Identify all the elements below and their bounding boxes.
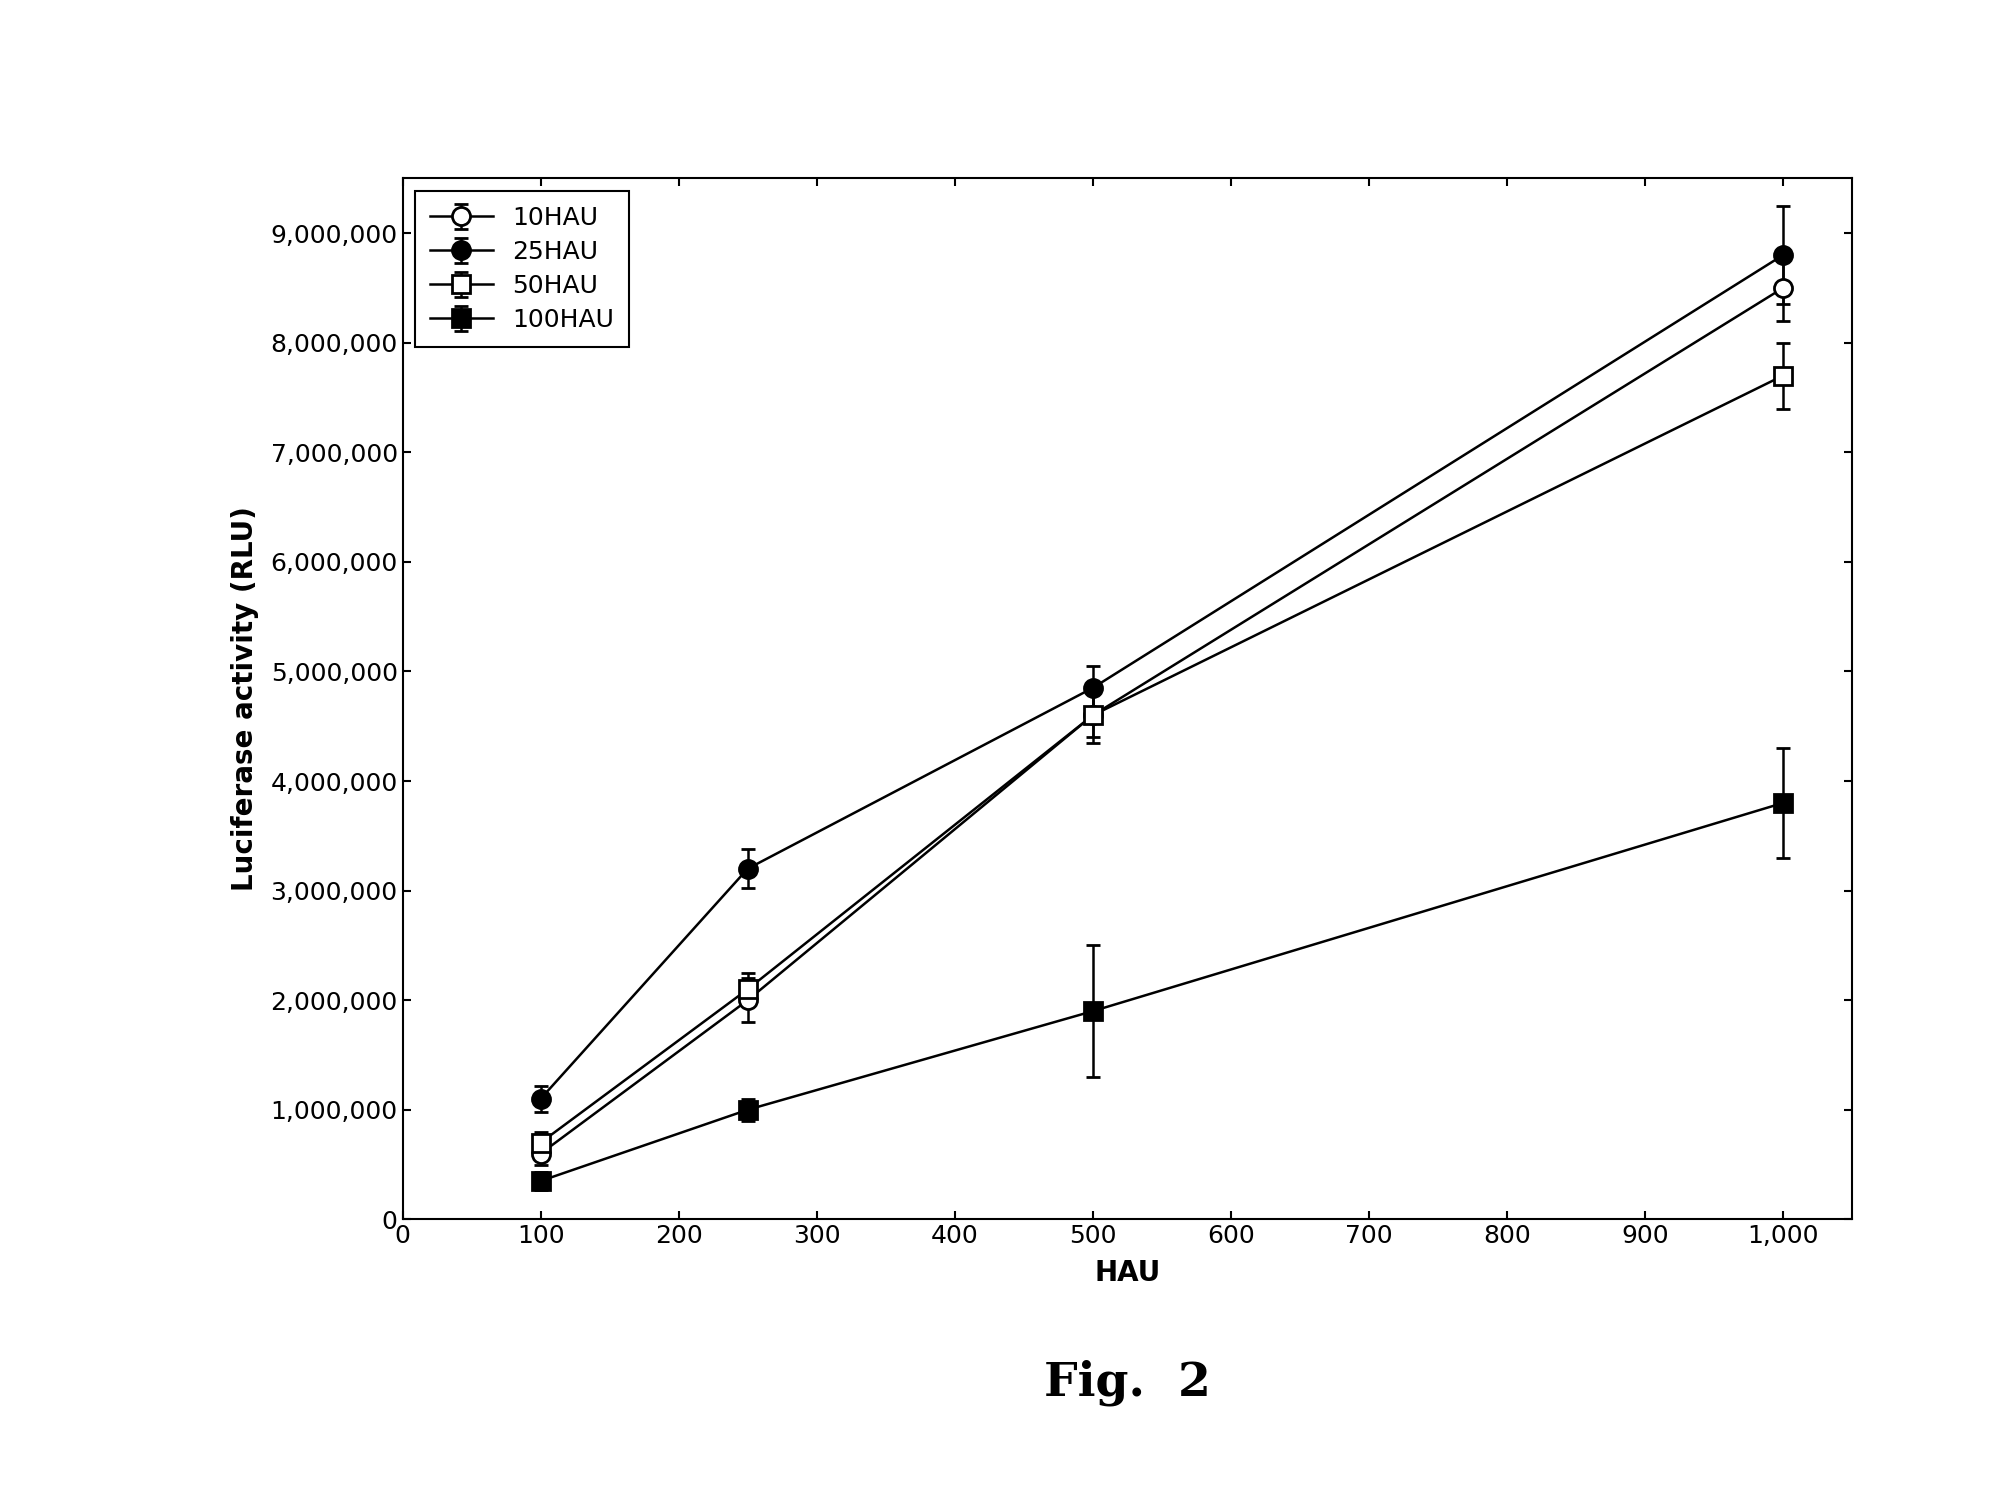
Text: Fig.  2: Fig. 2 [1045,1359,1210,1407]
Y-axis label: Luciferase activity (RLU): Luciferase activity (RLU) [231,507,260,891]
Legend: 10HAU, 25HAU, 50HAU, 100HAU: 10HAU, 25HAU, 50HAU, 100HAU [415,190,630,346]
X-axis label: HAU: HAU [1095,1259,1159,1288]
